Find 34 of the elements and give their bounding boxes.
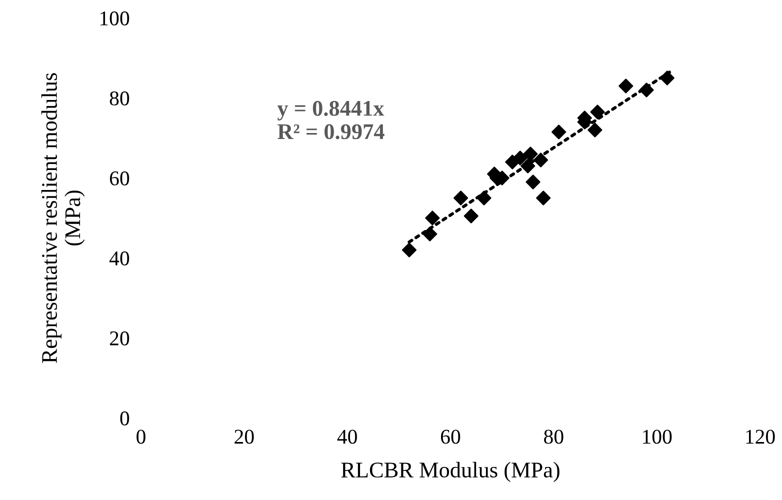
point — [520, 158, 536, 174]
x-axis-title: RLCBR Modulus (MPa) — [341, 462, 560, 482]
point — [523, 146, 538, 162]
point — [454, 190, 468, 206]
x-tick-label: 100 — [643, 430, 672, 444]
point — [590, 104, 605, 120]
y-tick-label: 80 — [110, 91, 130, 106]
point — [526, 174, 540, 190]
point — [639, 82, 654, 98]
point — [588, 122, 602, 138]
point — [618, 78, 634, 94]
y-axis-title: Representative resilient modulus (MPa) — [41, 73, 85, 364]
point — [425, 210, 440, 226]
point — [552, 124, 566, 140]
x-tick-label: 20 — [234, 430, 254, 444]
x-tick-label: 80 — [544, 430, 564, 444]
x-tick-label: 60 — [440, 430, 460, 444]
y-tick-label: 100 — [100, 11, 130, 26]
point — [464, 208, 478, 224]
point — [402, 242, 417, 258]
point — [512, 150, 528, 166]
point — [536, 190, 551, 206]
y-tick-label: 0 — [120, 411, 130, 426]
y-tick-label: 60 — [110, 171, 130, 186]
y-tick-label: 20 — [110, 331, 130, 346]
y-tick-label: 40 — [109, 251, 130, 266]
point — [422, 226, 438, 242]
x-tick-label: 0 — [136, 430, 146, 444]
point — [476, 190, 492, 206]
x-tick-label: 40 — [337, 430, 357, 444]
annotation: y = 0.8441x R² = 0.9974 — [277, 100, 384, 140]
x-tick-label: 120 — [746, 430, 775, 444]
point — [660, 70, 674, 86]
point — [533, 152, 548, 168]
